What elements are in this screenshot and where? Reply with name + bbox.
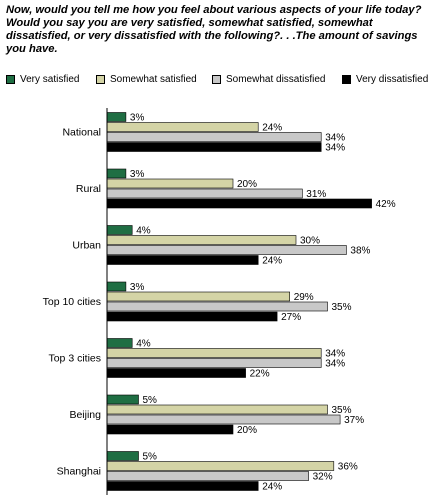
data-label: 4%: [136, 226, 151, 237]
category-label: Beijing: [69, 409, 101, 421]
bar-somewhat-dissatisfied: [106, 414, 341, 425]
legend-label-somewhat-dissatisfied: Somewhat dissatisfied: [226, 74, 326, 85]
category-label: Urban: [72, 240, 101, 252]
data-label: 34%: [325, 143, 345, 154]
chart-title: Now, would you tell me how you feel abou…: [6, 4, 422, 55]
category-label: Top 3 cities: [48, 353, 101, 365]
category-label: Rural: [76, 183, 101, 195]
bar-somewhat-dissatisfied: [106, 471, 309, 481]
bar-group-rural: Rural 3% 20% 31% 42%: [76, 168, 396, 210]
data-label: 5%: [143, 395, 158, 406]
bar-very-dissatisfied: [106, 198, 372, 209]
bar-very-satisfied: [106, 225, 133, 235]
legend-label-very-dissatisfied: Very dissatisfied: [356, 74, 429, 85]
data-label: 32%: [313, 472, 333, 483]
bar-somewhat-satisfied: [106, 291, 290, 302]
data-label: 34%: [325, 349, 345, 360]
bar-very-satisfied: [106, 451, 139, 461]
data-label: 35%: [332, 405, 352, 416]
bar-somewhat-satisfied: [106, 461, 335, 471]
legend-label-very-satisfied: Very satisfied: [20, 74, 80, 85]
data-label: 3%: [130, 169, 145, 180]
bar-somewhat-satisfied: [106, 122, 259, 132]
category-label: National: [62, 127, 101, 139]
legend-swatch-somewhat-dissatisfied: [212, 75, 221, 84]
data-label: 34%: [325, 359, 345, 370]
data-label: 24%: [262, 256, 282, 267]
data-label: 36%: [338, 462, 358, 473]
legend-swatch-very-dissatisfied: [342, 75, 351, 84]
bar-group-top-10-cities: Top 10 cities 3% 29% 35% 27%: [43, 281, 352, 323]
data-label: 34%: [325, 133, 345, 144]
bar-group-beijing: Beijing 5% 35%37% 20%: [69, 394, 364, 436]
data-label: 24%: [262, 123, 282, 134]
bar-somewhat-satisfied: [106, 235, 297, 245]
bar-very-dissatisfied: [106, 255, 259, 265]
bar-somewhat-satisfied: [106, 404, 328, 415]
bar-very-satisfied: [106, 168, 127, 179]
bar-somewhat-satisfied: [106, 348, 322, 358]
bar-somewhat-dissatisfied: [106, 132, 322, 142]
bar-very-dissatisfied: [106, 424, 234, 435]
bar-somewhat-dissatisfied: [106, 245, 347, 255]
data-label: 20%: [237, 179, 257, 190]
category-label: Top 10 cities: [43, 296, 101, 308]
data-label: 31%: [306, 189, 326, 200]
bar-group-national: National 3% 24% 34%34%: [62, 112, 345, 154]
data-label: 4%: [136, 339, 151, 350]
bar-very-dissatisfied: [106, 368, 246, 378]
bar-group-urban: Urban 4% 30% 38% 24%: [72, 225, 371, 267]
legend: Very satisfied Somewhat satisfied Somewh…: [6, 74, 436, 88]
bar-somewhat-dissatisfied: [106, 358, 322, 368]
data-label: 22%: [250, 369, 270, 380]
bar-somewhat-satisfied: [106, 178, 234, 189]
data-label: 24%: [262, 482, 282, 493]
data-label: 38%: [350, 246, 370, 257]
data-label: 35%: [332, 302, 352, 313]
data-label: 29%: [294, 292, 314, 303]
data-label: 30%: [300, 236, 320, 247]
legend-label-somewhat-satisfied: Somewhat satisfied: [110, 74, 197, 85]
data-label: 20%: [237, 425, 257, 436]
data-label: 3%: [130, 113, 145, 124]
bar-very-satisfied: [106, 112, 127, 122]
data-label: 27%: [281, 312, 301, 323]
legend-swatch-somewhat-satisfied: [96, 75, 105, 84]
legend-swatch-very-satisfied: [6, 75, 15, 84]
bar-somewhat-dissatisfied: [106, 188, 303, 199]
bar-group-shanghai: Shanghai 5% 36% 32% 24%: [57, 451, 358, 493]
bar-very-satisfied: [106, 338, 133, 348]
bar-very-satisfied: [106, 281, 127, 292]
bar-very-dissatisfied: [106, 142, 322, 152]
bar-very-dissatisfied: [106, 481, 259, 491]
data-label: 3%: [130, 282, 145, 293]
data-label: 37%: [344, 415, 364, 426]
bar-somewhat-dissatisfied: [106, 301, 328, 312]
data-label: 42%: [376, 199, 396, 210]
bar-very-satisfied: [106, 394, 139, 405]
data-label: 5%: [143, 452, 158, 463]
bar-group-top-3-cities: Top 3 cities 4% 34%34% 22%: [48, 338, 345, 380]
bar-very-dissatisfied: [106, 311, 278, 322]
category-label: Shanghai: [57, 466, 101, 478]
